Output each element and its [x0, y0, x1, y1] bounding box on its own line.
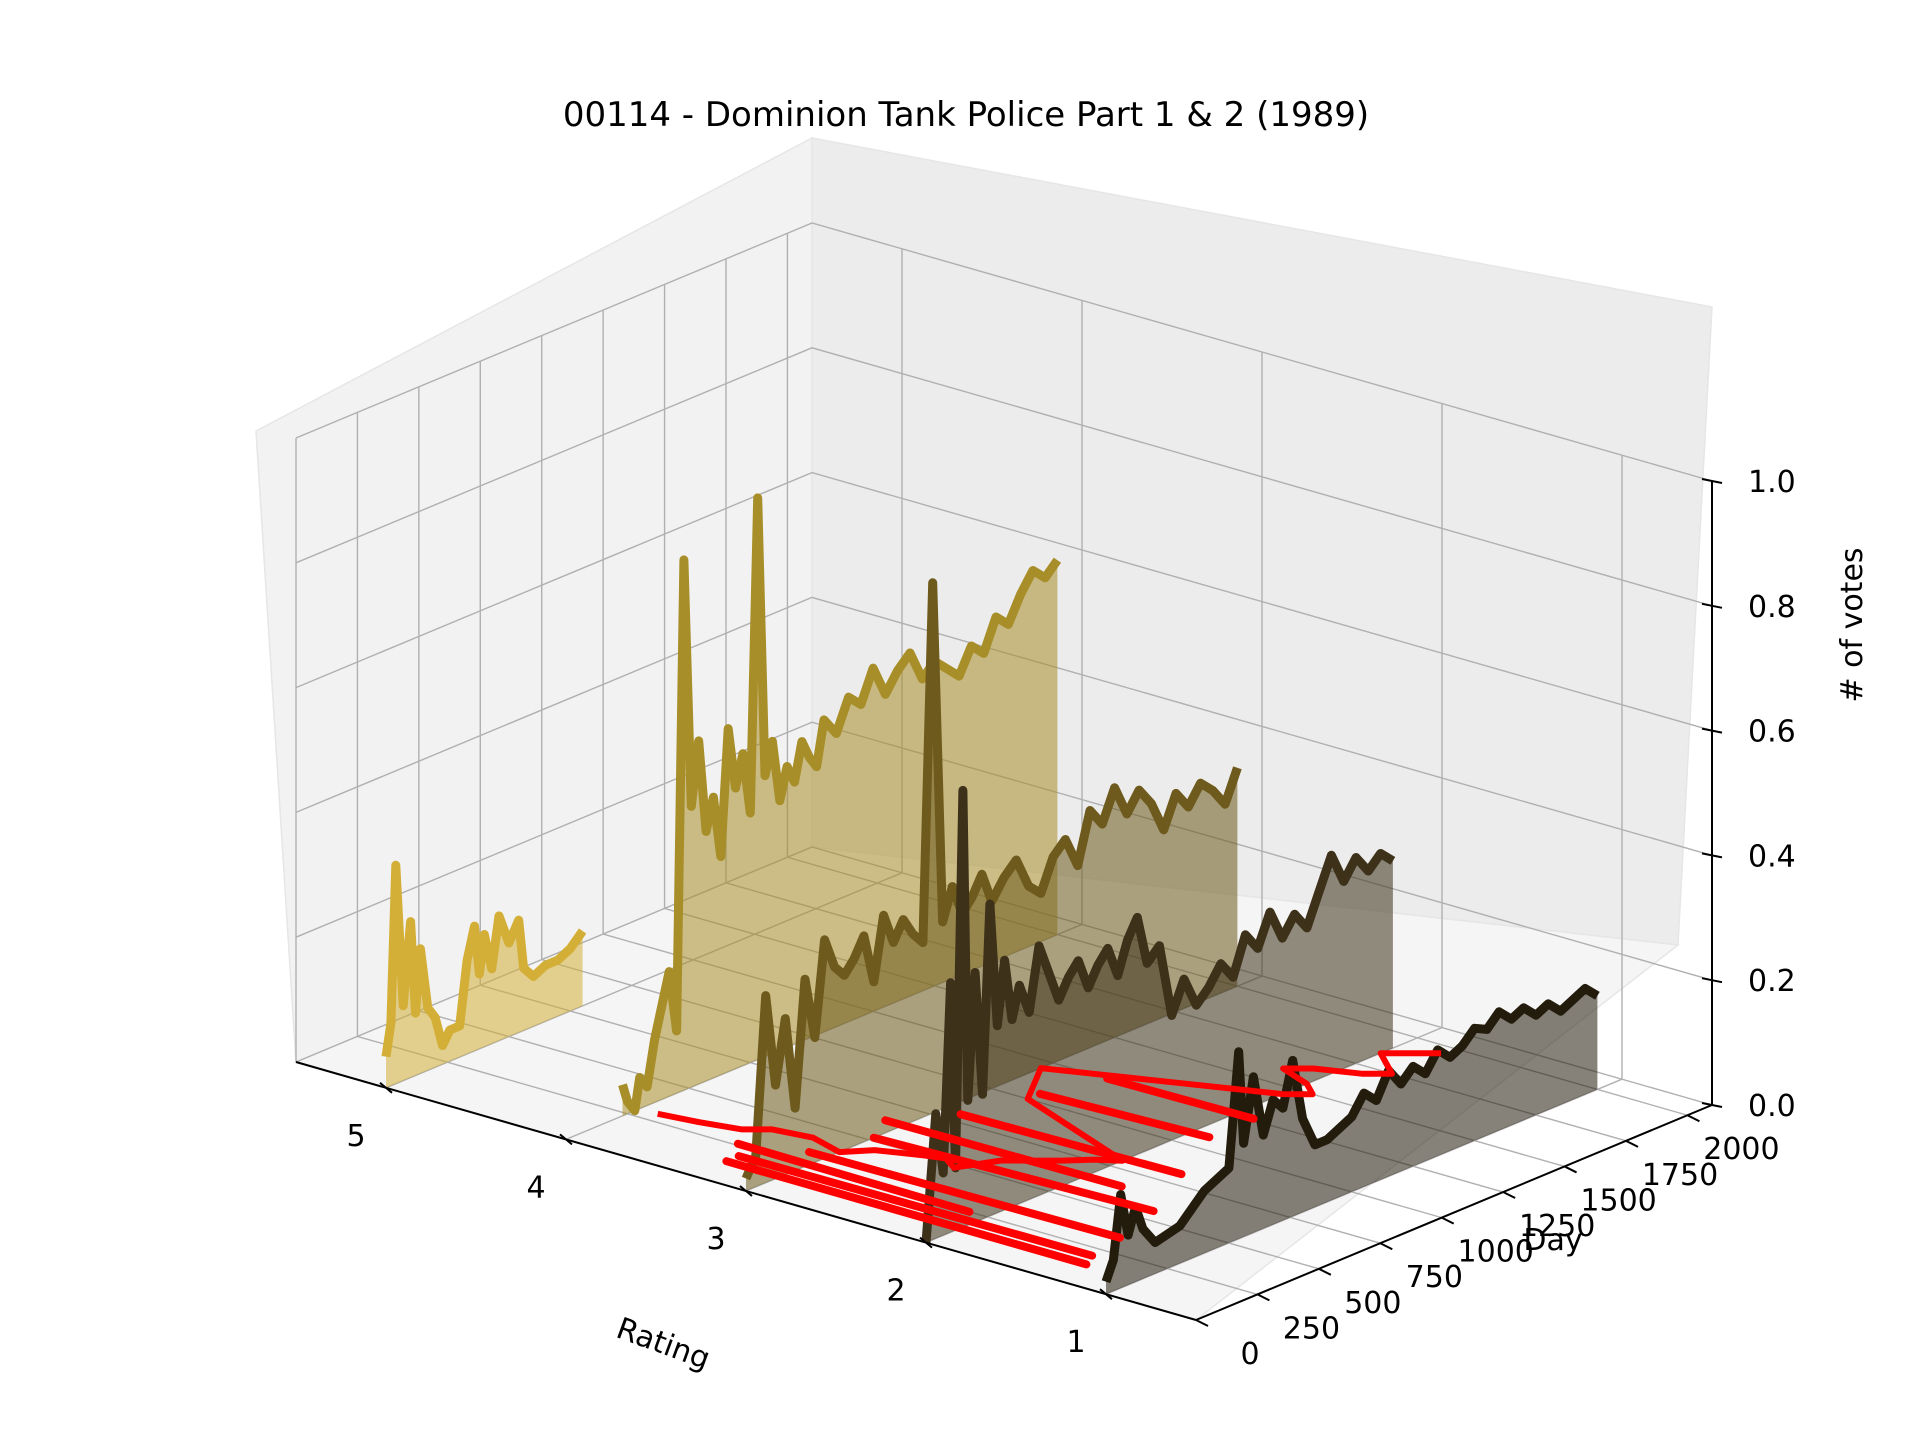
red-trace-segment	[733, 1139, 974, 1216]
grid-line-votes	[295, 347, 1713, 607]
votes-tick	[1701, 852, 1723, 859]
grid-line-votes	[295, 471, 1713, 732]
day-tick-label: 750	[1406, 1260, 1463, 1295]
red-trace	[657, 1050, 1442, 1269]
day-tick	[1564, 1165, 1578, 1174]
rating-tick	[739, 1185, 753, 1197]
z-axis-label: # of votes	[1835, 547, 1870, 702]
day-tick-label: 1250	[1519, 1209, 1595, 1244]
votes-tick-label: 0.4	[1748, 839, 1796, 874]
votes-tick	[1701, 727, 1723, 734]
series-line-rating-4	[618, 493, 1062, 1116]
grid-line-votes	[295, 596, 1713, 857]
votes-tick-label: 0.8	[1748, 590, 1796, 625]
red-trace-segment	[956, 1110, 1186, 1179]
red-trace-segment	[1103, 1074, 1258, 1123]
series-lines	[381, 493, 1600, 1284]
votes-tick-label: 0.2	[1748, 964, 1796, 999]
red-trace-segment	[881, 1116, 1126, 1191]
day-tick	[1502, 1191, 1516, 1199]
day-tick-label: 1000	[1458, 1235, 1534, 1270]
rating-tick	[379, 1082, 393, 1094]
rating-tick	[559, 1133, 573, 1146]
votes-tick	[1701, 478, 1723, 484]
day-tick	[1195, 1319, 1209, 1327]
grid-line-votes	[295, 721, 1713, 981]
day-tick	[1686, 1114, 1700, 1123]
series-fill-rating-3	[746, 582, 1238, 1191]
grid-line-votes	[295, 222, 1713, 482]
red-trace-segment	[1036, 1089, 1214, 1142]
rating-tick-label: 1	[1066, 1325, 1085, 1360]
votes-tick	[1701, 1102, 1723, 1108]
votes-tick-label: 0.0	[1748, 1089, 1796, 1124]
day-tick-label: 0	[1240, 1337, 1259, 1372]
day-tick	[1256, 1293, 1270, 1302]
day-tick	[1441, 1216, 1455, 1225]
day-tick	[1318, 1267, 1332, 1276]
series-fill-rating-2	[926, 790, 1393, 1243]
red-trace-segment	[734, 1152, 1097, 1260]
series-fill-rating-1	[1106, 988, 1598, 1295]
red-trace-segment	[869, 1133, 1158, 1216]
votes-tick	[1701, 977, 1723, 984]
red-trace-segment	[805, 1148, 1124, 1242]
series-line-rating-1	[1101, 984, 1600, 1284]
y-axis-label: Day	[1523, 1223, 1582, 1258]
rating-tick	[919, 1236, 933, 1249]
red-trace-path	[657, 1050, 1442, 1171]
day-tick-label: 500	[1344, 1286, 1401, 1321]
day-tick	[1379, 1242, 1393, 1251]
day-tick-label: 1750	[1642, 1158, 1718, 1193]
series-line-rating-2	[921, 785, 1396, 1243]
chart-title: 00114 - Dominion Tank Police Part 1 & 2 …	[563, 95, 1369, 135]
x-axis-label: Rating	[612, 1311, 715, 1377]
grid-line-rating-floor	[1105, 1078, 1623, 1295]
rating-tick-label: 3	[706, 1222, 725, 1257]
red-trace-segment	[722, 1157, 1091, 1269]
rating-tick	[1099, 1288, 1113, 1300]
day-tick-label: 2000	[1703, 1132, 1779, 1167]
day-tick	[1625, 1139, 1639, 1148]
rating-tick-label: 2	[886, 1274, 905, 1309]
day-tick-label: 1500	[1580, 1183, 1656, 1218]
votes-tick-label: 0.6	[1748, 715, 1796, 750]
series-line-rating-5	[381, 860, 587, 1058]
rating-tick-label: 5	[346, 1119, 365, 1154]
day-tick-label: 250	[1283, 1311, 1340, 1346]
votes-tick-label: 1.0	[1748, 465, 1796, 500]
votes-tick	[1701, 602, 1723, 609]
rating-tick-label: 4	[526, 1170, 545, 1205]
